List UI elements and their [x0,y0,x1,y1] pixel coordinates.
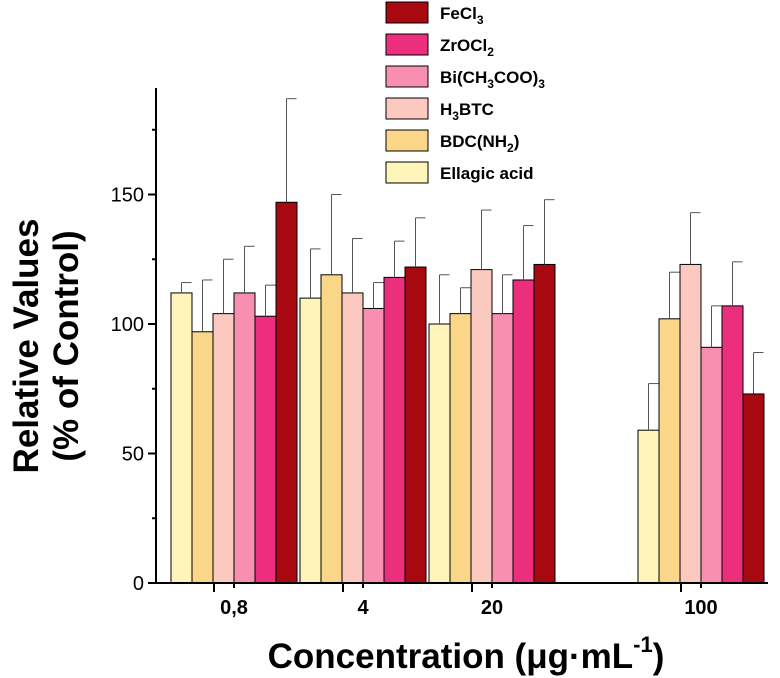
legend-swatch [385,33,429,56]
legend-swatch [385,1,429,24]
bar [275,201,298,584]
bar [491,313,514,584]
bar [637,429,660,584]
bar [320,274,343,584]
legend-label: H3BTC [440,100,494,123]
legend-swatch [385,161,429,184]
bar [254,315,277,584]
bar [212,313,235,584]
legend-label: BDC(NH2) [440,132,519,155]
bar [700,346,723,584]
bar [470,269,493,584]
bar [449,313,472,584]
y-axis-title-line2: (% of Control) [47,230,86,461]
bar [191,331,214,584]
y-tick-label: 0 [133,573,144,595]
legend-label: Ellagic acid [440,164,534,183]
x-category-label: 20 [481,597,503,619]
bar [233,292,256,584]
x-category-label: 100 [684,597,717,619]
bar [742,393,765,584]
y-tick-label: 100 [111,314,144,336]
x-axis-title-main: Concentration (μg·mL [268,637,634,676]
bar [721,305,744,584]
bar [428,323,451,584]
bar [679,263,702,584]
legend: FeCl3 ZrOCl2 Bi(CH3COO)3 H3BTC BDC(NH2) Ellag… [385,1,545,184]
bar [533,263,556,584]
y-tick-label: 150 [111,185,144,207]
bar [341,292,364,584]
legend-label: FeCl3 [440,4,484,27]
x-category-label: 0,8 [220,597,248,619]
bar [362,307,385,584]
y-tick-label: 50 [122,444,144,466]
legend-swatch [385,97,429,120]
x-category-label: 4 [357,597,369,619]
ticks-layer: 0 50 100 150 0,8 4 20 100 [111,128,718,619]
bar [658,318,681,584]
legend-swatch [385,129,429,152]
bar [404,266,427,584]
legend-label: Bi(CH3COO)3 [440,68,545,91]
bar [383,276,406,584]
bar [299,297,322,584]
bar [512,279,535,584]
legend-swatch [385,65,429,88]
x-axis-title: Concentration (μg·mL-1) [268,632,665,676]
axes-layer [155,88,768,584]
x-axis-title-superscript: -1 [633,632,653,657]
bar [170,292,193,584]
legend-label: ZrOCl2 [440,36,494,59]
x-axis-title-tail: ) [653,637,665,676]
y-axis-title-line1: Relative Values [7,219,46,474]
